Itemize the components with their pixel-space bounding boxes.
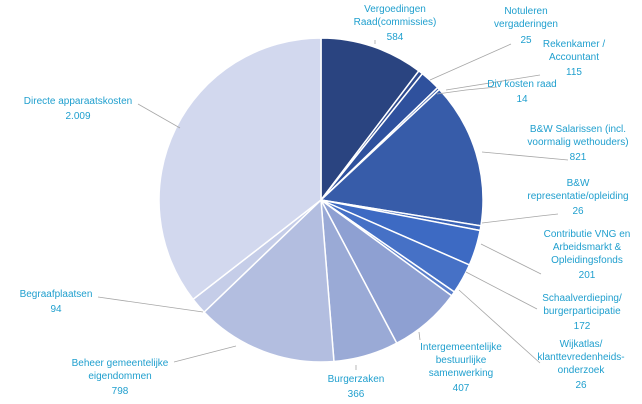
pie-slice (158, 37, 322, 301)
slice-value-label: 201 (579, 270, 596, 281)
slice-label: Contributie VNG en (544, 229, 631, 240)
slice-label: samenwerking (429, 368, 493, 379)
slice-labels: Vergoedingen Raad(commissies) 584 Notuleren… (20, 4, 631, 400)
slice-value-label: 26 (575, 380, 587, 391)
slice-value-label: 14 (516, 94, 528, 105)
slice-label: eigendommen (88, 371, 151, 382)
leader-line (137, 103, 181, 129)
leader-lines (97, 40, 569, 370)
slice-label: vergaderingen (494, 19, 558, 30)
leader-line (458, 289, 541, 364)
pie-slice (320, 37, 420, 203)
slice-label: voormalig wethouders) (527, 137, 628, 148)
slice-label: bestuurlijke (436, 355, 487, 366)
leader-line (465, 271, 538, 310)
slice-label: B&W Salarissen (incl. (530, 124, 626, 135)
leader-line (481, 213, 559, 224)
slice-label: Begraafplaatsen (20, 289, 93, 300)
slice-label: onderzoek (558, 365, 606, 376)
leader-line (418, 331, 421, 341)
slice-label: Raad(commissies) (354, 17, 437, 28)
slice-label: Wijkatlas/ (560, 339, 603, 350)
slice-label: burgerparticipatie (543, 306, 621, 317)
slice-value-label: 584 (387, 32, 404, 43)
slice-value-label: 821 (570, 152, 587, 163)
slice-label: Div kosten raad (487, 79, 556, 90)
slice-label: klanttevredenheids- (537, 352, 624, 363)
pie-slice (319, 88, 484, 227)
slice-label: Directe apparaatskosten (24, 96, 132, 107)
pie-slices (158, 37, 484, 363)
slice-label: Beheer gemeentelijke (72, 358, 169, 369)
slice-value-label: 94 (50, 304, 62, 315)
slice-label: Rekenkamer / (543, 39, 605, 50)
leader-line (436, 86, 498, 95)
leader-line (429, 43, 512, 81)
slice-label: Intergemeentelijke (420, 342, 502, 353)
slice-label: Accountant (549, 52, 599, 63)
slice-label: Burgerzaken (328, 374, 385, 385)
slice-value-label: 407 (453, 383, 470, 394)
pie-slice (203, 198, 335, 363)
leader-line (481, 151, 569, 161)
leader-line (97, 296, 204, 313)
leader-line (173, 345, 237, 363)
slice-value-label: 172 (574, 321, 591, 332)
slice-value-label: 798 (112, 386, 129, 397)
slice-label: B&W (567, 178, 590, 189)
leader-line (445, 74, 541, 91)
slice-label: representatie/opleiding (527, 191, 628, 202)
slice-label: Opleidingsfonds (551, 255, 623, 266)
slice-label: Schaalverdieping/ (542, 293, 622, 304)
leader-line (480, 243, 542, 275)
slice-value-label: 26 (572, 206, 584, 217)
slice-label: Arbeidsmarkt & (553, 242, 622, 253)
slice-value-label: 115 (566, 67, 582, 78)
slice-label: Notuleren (504, 6, 547, 17)
slice-value-label: 25 (520, 35, 532, 46)
slice-label: Vergoedingen (364, 4, 426, 15)
slice-value-label: 366 (348, 389, 365, 400)
slice-value-label: 2.009 (65, 111, 90, 122)
